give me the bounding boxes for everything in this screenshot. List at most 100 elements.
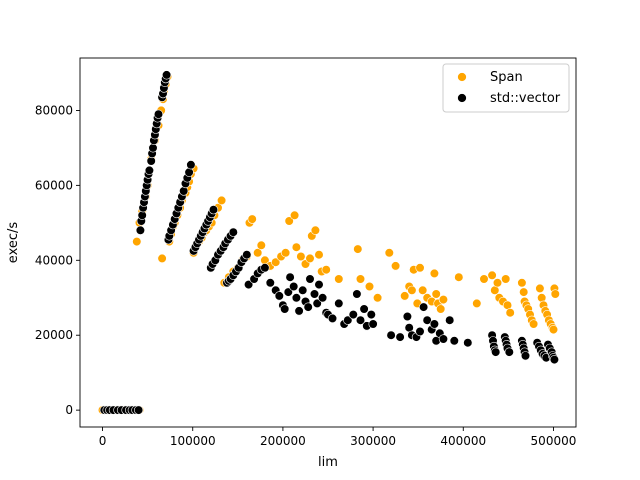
legend-marker-std-vector — [457, 93, 467, 103]
y-axis-label: exec/s — [6, 222, 21, 264]
point-std-vector — [153, 109, 164, 119]
point-span — [429, 268, 440, 279]
point-std-vector — [283, 287, 293, 297]
point-std-vector — [228, 227, 238, 237]
point-std-vector — [491, 347, 501, 357]
point-std-vector — [348, 310, 358, 320]
point-std-vector — [242, 250, 252, 260]
point-std-vector — [549, 355, 560, 365]
point-std-vector — [352, 289, 362, 299]
y-tick-label: 0 — [65, 403, 73, 417]
y-tick-label: 60000 — [35, 178, 73, 192]
point-span — [296, 251, 306, 262]
point-std-vector — [280, 304, 290, 314]
point-span — [528, 319, 539, 329]
point-std-vector — [135, 225, 145, 235]
point-span — [305, 253, 315, 263]
point-std-vector — [291, 293, 302, 303]
point-span — [472, 298, 482, 309]
point-span — [355, 274, 366, 284]
point-span — [454, 272, 464, 282]
point-std-vector — [208, 205, 219, 215]
y-tick-label: 80000 — [35, 103, 73, 117]
point-std-vector — [327, 313, 338, 324]
point-span — [284, 216, 294, 226]
point-span — [132, 237, 142, 247]
point-std-vector — [355, 315, 366, 325]
legend-label-span: Span — [490, 70, 523, 85]
point-std-vector — [395, 332, 405, 342]
legend-box — [442, 63, 570, 113]
point-std-vector — [359, 304, 369, 314]
point-std-vector — [309, 289, 320, 299]
y-axis: 0 20000 40000 60000 80000 — [35, 103, 80, 417]
point-span — [487, 270, 497, 280]
point-std-vector — [298, 285, 308, 295]
point-std-vector — [312, 298, 322, 309]
axes-frame — [79, 57, 577, 428]
point-span — [373, 293, 383, 303]
point-span — [479, 274, 489, 284]
x-tick-label: 0 — [99, 434, 107, 448]
point-std-vector — [463, 338, 473, 348]
legend: Span std::vector — [442, 63, 570, 113]
point-span — [291, 242, 302, 252]
point-span — [492, 278, 503, 288]
point-std-vector — [303, 302, 313, 312]
point-std-vector — [134, 405, 144, 415]
point-std-vector — [402, 311, 413, 322]
y-tick-label: 20000 — [35, 328, 73, 342]
x-tick-label: 100000 — [170, 434, 216, 448]
point-span — [505, 308, 515, 318]
point-span — [271, 257, 281, 267]
point-std-vector — [274, 291, 284, 301]
legend-label-std-vector: std::vector — [490, 91, 561, 106]
point-std-vector — [179, 186, 189, 196]
point-std-vector — [285, 272, 295, 282]
point-span — [353, 244, 363, 254]
y-tick-label: 40000 — [35, 253, 73, 267]
point-span — [256, 240, 266, 250]
point-std-vector — [438, 334, 449, 344]
point-std-vector — [445, 315, 455, 325]
point-std-vector — [504, 347, 514, 357]
point-span — [550, 289, 560, 299]
point-std-vector — [520, 351, 531, 361]
point-span — [281, 248, 291, 258]
point-std-vector — [144, 165, 154, 175]
point-std-vector — [186, 160, 196, 170]
point-std-vector — [318, 293, 328, 303]
point-span — [314, 250, 324, 260]
legend-marker-span — [457, 72, 467, 82]
point-std-vector — [429, 319, 440, 329]
point-span — [436, 304, 446, 314]
point-span — [364, 281, 375, 292]
point-span — [418, 285, 428, 295]
point-std-vector — [449, 336, 459, 346]
point-std-vector — [422, 315, 432, 325]
point-std-vector — [184, 167, 194, 177]
x-tick-label: 400000 — [440, 434, 486, 448]
point-std-vector — [368, 319, 378, 329]
point-std-vector — [305, 274, 315, 284]
x-tick-label: 200000 — [260, 434, 306, 448]
point-std-vector — [419, 302, 429, 312]
point-span — [407, 285, 417, 295]
point-span — [217, 195, 227, 205]
point-std-vector — [265, 278, 275, 288]
point-span — [157, 253, 167, 263]
point-span — [548, 325, 559, 335]
point-std-vector — [289, 281, 299, 292]
point-std-vector — [162, 70, 172, 80]
point-std-vector — [244, 280, 254, 290]
point-span — [501, 274, 511, 284]
point-std-vector — [415, 326, 425, 337]
plot-area — [97, 70, 560, 415]
x-axis-label: lim — [318, 455, 338, 470]
point-span — [535, 283, 545, 294]
point-span — [431, 289, 441, 299]
point-std-vector — [314, 280, 324, 290]
point-span — [519, 287, 529, 297]
point-std-vector — [334, 298, 344, 309]
